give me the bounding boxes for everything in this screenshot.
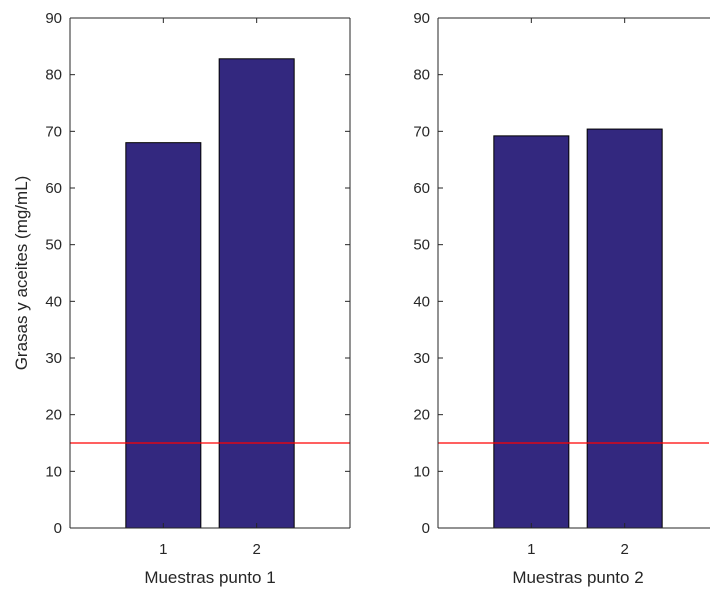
y-tick-label: 80: [45, 67, 62, 84]
x-axis-label: Muestras punto 1: [144, 568, 275, 587]
y-axis-label: Grasas y aceites (mg/mL): [12, 176, 31, 371]
y-tick-label: 60: [413, 180, 430, 197]
chart-panel-2: 0 10 20 30 40 50 60 70 80 90 1 2 Muestras punto 2: [413, 10, 710, 587]
y-tick-label: 0: [54, 520, 62, 537]
x-tick-label: 1: [527, 541, 535, 558]
y-tick-label: 50: [45, 237, 62, 254]
y-tick-label: 90: [45, 10, 62, 27]
y-tick-label: 70: [45, 123, 62, 140]
y-tick-label: 20: [45, 407, 62, 424]
y-tick-label: 80: [413, 67, 430, 84]
y-tick-label: 10: [413, 463, 430, 480]
x-tick-label: 2: [252, 541, 260, 558]
chart-panel-1: 0 10 20 30 40 50 60 70 80 90 1 2 Muestras punto 1 Gra…: [12, 10, 351, 587]
y-tick-label: 90: [413, 10, 430, 27]
y-tick-label: 10: [45, 463, 62, 480]
bar-2: [586, 128, 663, 529]
y-tick-label: 30: [413, 350, 430, 367]
y-tick-label: 40: [45, 293, 62, 310]
bar-1: [493, 135, 570, 529]
y-tick-label: 30: [45, 350, 62, 367]
bar-2: [218, 58, 295, 529]
bar-1: [125, 142, 202, 529]
x-tick-label: 1: [159, 541, 167, 558]
x-tick-label: 2: [620, 541, 628, 558]
y-tick-label: 50: [413, 237, 430, 254]
y-tick-label: 20: [413, 407, 430, 424]
y-tick-label: 0: [422, 520, 430, 537]
y-tick-label: 60: [45, 180, 62, 197]
y-tick-label: 70: [413, 123, 430, 140]
y-tick-label: 40: [413, 293, 430, 310]
x-axis-label: Muestras punto 2: [512, 568, 643, 587]
